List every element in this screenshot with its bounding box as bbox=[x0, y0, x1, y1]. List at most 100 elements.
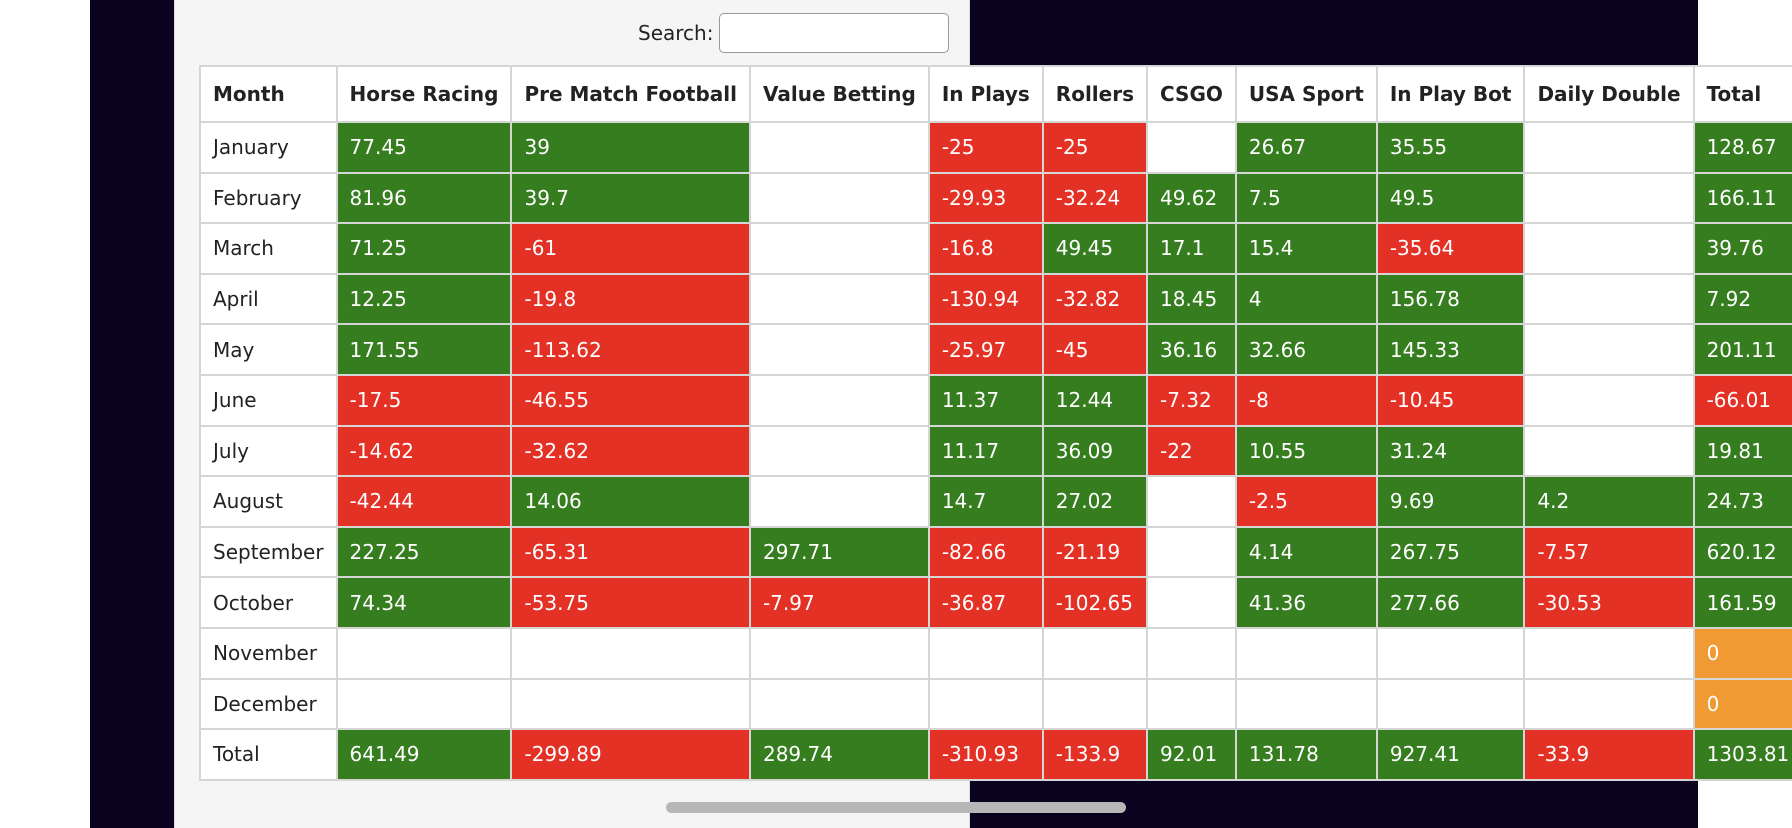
table-row: March 71.25 -61 -16.8 49.45 17.1 15.4 -35.64 39.… bbox=[199, 222, 1792, 275]
value-cell: 4.2 bbox=[1523, 475, 1695, 528]
value-cell: 620.12 bbox=[1692, 525, 1792, 579]
value-cell: 12.25 bbox=[335, 272, 513, 326]
table-row: August -42.44 14.06 14.7 27.02 -2.5 9.69 4.2 24.… bbox=[199, 475, 1792, 528]
empty-cell bbox=[1523, 424, 1695, 478]
value-cell: -66.01 bbox=[1692, 373, 1792, 427]
column-header[interactable]: Pre Match Football bbox=[510, 65, 751, 123]
value-cell: 145.33 bbox=[1375, 323, 1526, 376]
month-cell: October bbox=[199, 576, 338, 629]
column-header[interactable]: Horse Racing bbox=[335, 65, 513, 123]
value-cell: 39.7 bbox=[510, 171, 751, 225]
month-cell: March bbox=[199, 222, 338, 275]
value-cell: 49.45 bbox=[1041, 222, 1148, 275]
empty-cell bbox=[748, 626, 930, 680]
value-cell: -36.87 bbox=[927, 576, 1044, 629]
empty-cell bbox=[748, 475, 930, 528]
value-cell: 9.69 bbox=[1375, 475, 1526, 528]
value-cell: 31.24 bbox=[1375, 424, 1526, 478]
empty-cell bbox=[1523, 677, 1695, 731]
value-cell: 641.49 bbox=[335, 728, 513, 781]
value-cell: 11.17 bbox=[927, 424, 1044, 478]
empty-cell bbox=[1145, 576, 1237, 629]
empty-cell bbox=[1145, 121, 1237, 174]
value-cell: 36.16 bbox=[1145, 323, 1237, 376]
value-cell: 27.02 bbox=[1041, 475, 1148, 528]
value-cell: -21.19 bbox=[1041, 525, 1148, 579]
empty-cell bbox=[335, 626, 513, 680]
left-gutter bbox=[0, 0, 90, 828]
empty-cell bbox=[1523, 626, 1695, 680]
value-cell: 41.36 bbox=[1234, 576, 1378, 629]
value-cell: -7.57 bbox=[1523, 525, 1695, 579]
search-input[interactable] bbox=[719, 13, 950, 53]
table-row: May 171.55 -113.62 -25.97 -45 36.16 32.66 145.3… bbox=[199, 323, 1792, 376]
value-cell: 0 bbox=[1692, 677, 1792, 731]
empty-cell bbox=[748, 677, 930, 731]
value-cell: 161.59 bbox=[1692, 576, 1792, 629]
empty-cell bbox=[1523, 171, 1695, 225]
value-cell: 171.55 bbox=[335, 323, 513, 376]
table-header-row: Month Horse Racing Pre Match Football Value… bbox=[199, 65, 1792, 123]
table-row: April 12.25 -19.8 -130.94 -32.82 18.45 4 156.78… bbox=[199, 272, 1792, 326]
column-header[interactable]: In Play Bot bbox=[1375, 65, 1526, 123]
value-cell: -53.75 bbox=[510, 576, 751, 629]
column-header[interactable]: CSGO bbox=[1145, 65, 1237, 123]
value-cell: -25 bbox=[927, 121, 1044, 174]
table-body: January 77.45 39 -25 -25 26.67 35.55 128.67 Febr… bbox=[199, 121, 1792, 781]
value-cell: -7.32 bbox=[1145, 373, 1237, 427]
value-cell: -61 bbox=[510, 222, 751, 275]
value-cell: 7.92 bbox=[1692, 272, 1792, 326]
column-header[interactable]: Daily Double bbox=[1523, 65, 1695, 123]
horizontal-scrollbar[interactable] bbox=[666, 802, 1126, 813]
value-cell: 227.25 bbox=[335, 525, 513, 579]
value-cell: -299.89 bbox=[510, 728, 751, 781]
value-cell: -133.9 bbox=[1041, 728, 1148, 781]
value-cell: 267.75 bbox=[1375, 525, 1526, 579]
value-cell: 24.73 bbox=[1692, 475, 1792, 528]
column-header[interactable]: USA Sport bbox=[1234, 65, 1378, 123]
empty-cell bbox=[1145, 475, 1237, 528]
value-cell: -22 bbox=[1145, 424, 1237, 478]
value-cell: 26.67 bbox=[1234, 121, 1378, 174]
value-cell: -14.62 bbox=[335, 424, 513, 478]
table-row: November 0 bbox=[199, 626, 1792, 680]
empty-cell bbox=[748, 272, 930, 326]
column-header[interactable]: Total bbox=[1692, 65, 1792, 123]
empty-cell bbox=[1523, 373, 1695, 427]
value-cell: 17.1 bbox=[1145, 222, 1237, 275]
column-header[interactable]: Rollers bbox=[1041, 65, 1148, 123]
empty-cell bbox=[748, 121, 930, 174]
value-cell: -32.82 bbox=[1041, 272, 1148, 326]
month-cell: May bbox=[199, 323, 338, 376]
month-cell: December bbox=[199, 677, 338, 731]
month-cell: September bbox=[199, 525, 338, 579]
value-cell: 156.78 bbox=[1375, 272, 1526, 326]
value-cell: -35.64 bbox=[1375, 222, 1526, 275]
empty-cell bbox=[1523, 222, 1695, 275]
empty-cell bbox=[1375, 677, 1526, 731]
value-cell: 128.67 bbox=[1692, 121, 1792, 174]
value-cell: 49.5 bbox=[1375, 171, 1526, 225]
value-cell: 10.55 bbox=[1234, 424, 1378, 478]
value-cell: -82.66 bbox=[927, 525, 1044, 579]
empty-cell bbox=[1234, 626, 1378, 680]
column-header[interactable]: Month bbox=[199, 65, 338, 123]
value-cell: 14.7 bbox=[927, 475, 1044, 528]
value-cell: -33.9 bbox=[1523, 728, 1695, 781]
value-cell: 289.74 bbox=[748, 728, 930, 781]
value-cell: 4.14 bbox=[1234, 525, 1378, 579]
empty-cell bbox=[927, 626, 1044, 680]
value-cell: -45 bbox=[1041, 323, 1148, 376]
value-cell: 0 bbox=[1692, 626, 1792, 680]
column-header[interactable]: Value Betting bbox=[748, 65, 930, 123]
value-cell: -16.8 bbox=[927, 222, 1044, 275]
value-cell: 297.71 bbox=[748, 525, 930, 579]
month-cell: June bbox=[199, 373, 338, 427]
empty-cell bbox=[748, 171, 930, 225]
table-row: October 74.34 -53.75 -7.97 -36.87 -102.65 41.3… bbox=[199, 576, 1792, 629]
value-cell: -130.94 bbox=[927, 272, 1044, 326]
table-total-row: Total 641.49 -299.89 289.74 -310.93 -133.9 92.… bbox=[199, 728, 1792, 781]
value-cell: 1303.81 bbox=[1692, 728, 1792, 781]
column-header[interactable]: In Plays bbox=[927, 65, 1044, 123]
value-cell: -29.93 bbox=[927, 171, 1044, 225]
